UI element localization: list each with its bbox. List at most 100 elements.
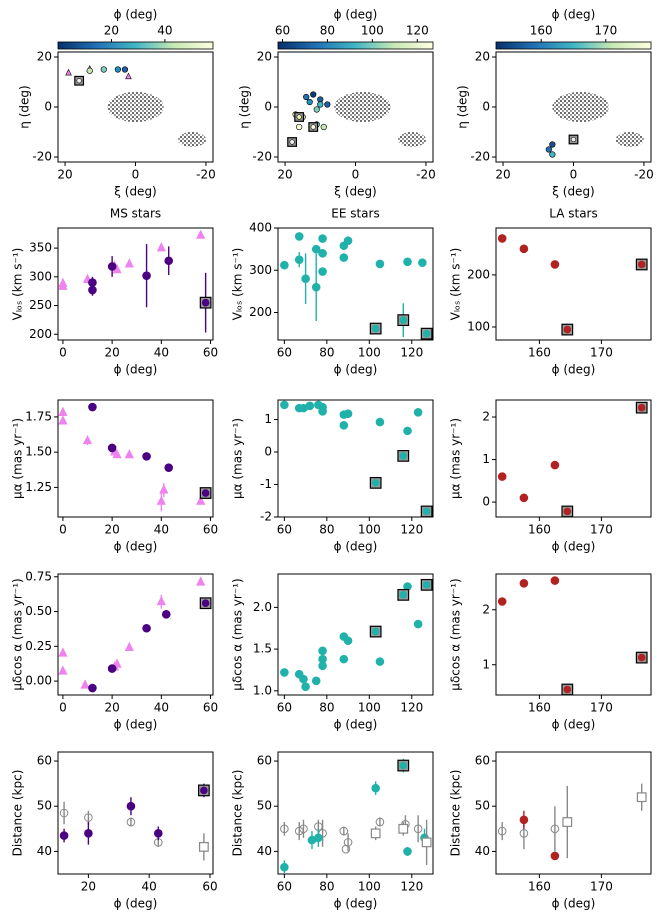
data-point	[196, 229, 206, 239]
data-point	[370, 828, 381, 839]
x-axis-label: ϕ (deg)	[552, 363, 596, 377]
panel: 60 80 100 120 40 50 60 ϕ (deg) Distance (kpc)	[231, 751, 434, 911]
data-point	[318, 234, 327, 243]
axes-frame	[495, 751, 652, 875]
y-tick-label: 40	[475, 844, 490, 858]
y-tick-label: -20	[470, 150, 490, 164]
data-point	[519, 829, 529, 838]
data-point	[371, 627, 380, 636]
colorbar-tick-label: 60	[275, 24, 290, 38]
x-tick-label: 60	[277, 523, 292, 537]
y-tick-label: 0	[44, 100, 52, 114]
axes-frame	[57, 751, 214, 875]
panel-title: EE stars	[331, 207, 379, 221]
y-axis-label: μδcos α (mas yr⁻¹)	[449, 578, 463, 690]
data-point	[107, 262, 117, 271]
data-point	[124, 449, 134, 459]
x-tick-label: 0	[59, 523, 67, 537]
y-axis-label: μα (mas yr⁻¹)	[11, 418, 25, 499]
data-point	[156, 495, 166, 505]
data-point	[164, 463, 174, 472]
panel: 60 80 100 120 -2 -1 0 1 ϕ (deg) μα (mas yr⁻¹)	[231, 399, 434, 554]
y-tick-label: 1	[264, 412, 272, 426]
x-axis-label: ϕ (deg)	[114, 540, 158, 554]
x-tick-label: -20	[634, 168, 654, 182]
y-axis-label: Distance (kpc)	[11, 770, 25, 857]
data-point	[82, 434, 93, 445]
y-tick-label: 1.0	[253, 683, 272, 697]
panel: 20 0 -20 -20 0 20 ξ (deg) η (deg) 20 40 ϕ (deg)	[18, 8, 216, 199]
data-point	[164, 256, 174, 266]
x-tick-label: 20	[277, 168, 292, 182]
data-point	[156, 595, 166, 606]
x-tick-label: 60	[202, 880, 217, 894]
axes-frame	[495, 399, 652, 518]
x-tick-label: 160	[528, 701, 551, 715]
x-axis-label: ϕ (deg)	[552, 897, 596, 911]
data-point	[310, 124, 316, 130]
y-axis-label: Distance (kpc)	[231, 770, 245, 857]
x-tick-label: -20	[416, 168, 436, 182]
x-axis-label: ϕ (deg)	[334, 540, 378, 554]
data-point	[280, 260, 289, 270]
x-tick-label: -20	[196, 168, 216, 182]
x-tick-label: 170	[590, 346, 613, 360]
colorbar	[57, 41, 214, 50]
data-point	[114, 66, 121, 73]
y-tick-label: 0.50	[25, 604, 52, 618]
data-point	[636, 792, 647, 803]
data-point	[399, 761, 408, 770]
data-point	[550, 460, 560, 470]
x-axis-label: ξ (deg)	[334, 185, 377, 199]
x-tick-label: 170	[590, 523, 613, 537]
y-axis-label: Vₗₒₛ (km s⁻¹)	[231, 248, 245, 321]
x-tick-label: 0	[570, 168, 578, 182]
data-point	[280, 668, 289, 677]
data-point	[88, 285, 97, 295]
x-axis-label: ϕ (deg)	[334, 363, 378, 377]
x-tick-label: 120	[400, 701, 423, 715]
data-point	[497, 234, 507, 243]
data-point	[294, 255, 304, 264]
data-point	[296, 114, 302, 120]
y-tick-label: 40	[257, 844, 272, 858]
panel-title: MS stars	[110, 207, 161, 221]
data-point	[299, 674, 308, 684]
x-tick-label: 0	[352, 168, 360, 182]
data-point	[299, 824, 308, 834]
panel-title: LA stars	[549, 207, 597, 221]
x-axis-label: ϕ (deg)	[114, 363, 158, 377]
data-point	[318, 661, 327, 671]
x-tick-label: 120	[400, 346, 423, 360]
y-tick-label: 0	[482, 100, 490, 114]
data-point	[549, 151, 556, 158]
axes-frame	[495, 227, 652, 341]
x-tick-label: 120	[400, 880, 423, 894]
data-point	[58, 415, 68, 425]
x-tick-label: 160	[528, 346, 551, 360]
data-point	[142, 623, 151, 633]
data-point	[339, 253, 349, 262]
x-tick-label: 120	[400, 523, 423, 537]
y-tick-label: 2.0	[253, 600, 272, 614]
data-point	[313, 106, 320, 113]
data-point	[318, 407, 327, 416]
data-point	[403, 847, 412, 856]
data-point	[156, 242, 166, 252]
x-axis-label: ϕ (deg)	[114, 897, 158, 911]
data-point	[318, 646, 327, 656]
panel: LA stars 160 170 100 200 ϕ (deg) Vₗₒₛ (km s⁻¹)	[449, 207, 652, 377]
y-tick-label: -20	[32, 150, 52, 164]
data-point	[637, 260, 646, 269]
data-point	[84, 829, 93, 838]
y-axis-label: Vₗₒₛ (km s⁻¹)	[11, 248, 25, 321]
data-point	[371, 479, 380, 487]
data-point	[84, 813, 93, 822]
data-point	[301, 682, 310, 691]
colorbar-tick-label: 120	[406, 24, 429, 38]
y-axis-label: η (deg)	[18, 85, 32, 128]
y-tick-label: 300	[29, 269, 52, 283]
data-point	[201, 298, 210, 307]
data-point	[161, 610, 171, 619]
